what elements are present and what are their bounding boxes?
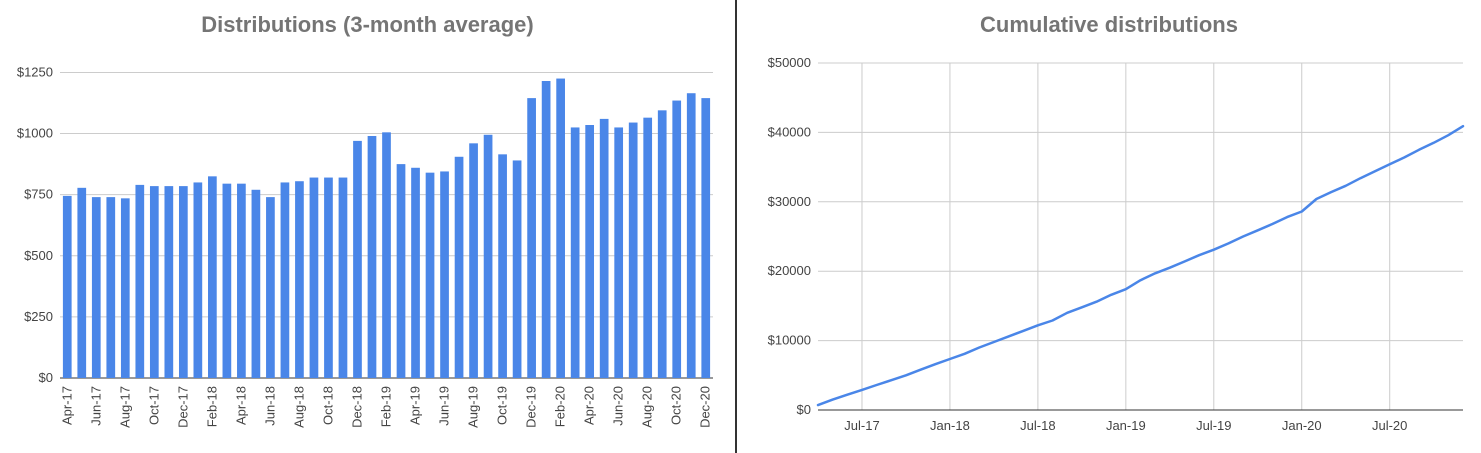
bar <box>120 198 130 378</box>
distributions-bar-chart: $0 $250 $500 $750 $1000 $1250 Apr-17 Jun-17 Aug-… <box>17 64 713 428</box>
distributions-bar-chart-panel: Distributions (3-month average) $0 $250 $5… <box>0 0 735 453</box>
y-tick-label: $0 <box>797 402 811 417</box>
bar <box>193 182 203 378</box>
bar <box>396 164 406 378</box>
bar <box>585 125 595 378</box>
x-tick-label: Jan-18 <box>930 418 970 433</box>
x-tick-label: Aug-20 <box>640 386 655 428</box>
y-tick-label: $1000 <box>17 126 53 141</box>
chart-title: Distributions (3-month average) <box>201 12 534 37</box>
bar <box>135 184 145 378</box>
cumulative-series-line <box>816 124 1465 407</box>
x-tick-label: Jun-20 <box>611 386 626 426</box>
panel-divider <box>735 0 737 453</box>
x-tick-label: Feb-18 <box>204 386 219 427</box>
bar <box>222 183 232 378</box>
y-tick-label: $750 <box>24 187 53 202</box>
x-tick-label: Dec-20 <box>698 386 713 428</box>
x-tick-label: Oct-19 <box>495 386 510 425</box>
x-tick-label: Feb-20 <box>553 386 568 427</box>
x-tick-label: Apr-17 <box>59 386 74 425</box>
x-tick-label: Dec-17 <box>175 386 190 428</box>
y-tick-label: $250 <box>24 309 53 324</box>
x-tick-label: Apr-18 <box>233 386 248 425</box>
bar <box>77 187 87 378</box>
bar <box>353 140 362 378</box>
y-tick-label: $1250 <box>17 64 53 79</box>
bar <box>614 127 624 378</box>
x-tick-label: Aug-19 <box>466 386 481 428</box>
bar <box>266 197 275 378</box>
x-tick-label: Jun-18 <box>262 386 277 426</box>
bar <box>541 81 551 378</box>
bar <box>512 160 522 378</box>
bar <box>701 98 711 378</box>
bar <box>324 177 333 378</box>
bar <box>570 127 580 378</box>
cumulative-line-chart: Jul-17 Jan-18 Jul-18 Jan-19 Jul-19 Jan-20 Jul-… <box>768 55 1465 433</box>
x-tick-label: Oct-17 <box>146 386 161 425</box>
cumulative-line-chart-panel: Cumulative distributions Jul-17 Jan-18 Jul… <box>737 0 1481 453</box>
bar <box>440 171 449 378</box>
bar <box>483 134 493 378</box>
y-tick-label: $40000 <box>768 124 811 139</box>
bar <box>178 186 188 378</box>
bar <box>469 143 478 378</box>
x-tick-label: Oct-20 <box>669 386 684 425</box>
x-tick-label: Dec-18 <box>349 386 364 428</box>
x-tick-label: Jan-19 <box>1106 418 1146 433</box>
bar <box>237 183 246 378</box>
bar <box>295 181 304 378</box>
x-tick-label: Jul-19 <box>1196 418 1231 433</box>
x-tick-label: Oct-18 <box>320 386 335 425</box>
x-tick-label: Jul-17 <box>844 418 879 433</box>
x-tick-label: Apr-19 <box>408 386 423 425</box>
bar <box>382 132 391 378</box>
bar <box>527 98 536 378</box>
bar <box>309 177 319 378</box>
x-tick-label: Aug-17 <box>117 386 132 428</box>
bar <box>454 156 464 378</box>
bar <box>280 182 290 378</box>
bar <box>367 136 377 378</box>
bar <box>338 177 348 378</box>
x-tick-label: Jul-20 <box>1372 418 1407 433</box>
bar <box>628 122 638 378</box>
bar <box>686 93 696 378</box>
x-tick-label: Jun-17 <box>88 386 103 426</box>
bar <box>599 118 609 378</box>
bar <box>62 195 72 378</box>
bar <box>251 189 261 378</box>
bar <box>643 117 653 379</box>
bar <box>498 154 507 378</box>
x-tick-label: Dec-19 <box>524 386 539 428</box>
bar <box>672 100 682 379</box>
bar <box>411 167 420 378</box>
x-tick-label: Jan-20 <box>1282 418 1322 433</box>
x-tick-label: Feb-19 <box>379 386 394 427</box>
y-tick-label: $20000 <box>768 263 811 278</box>
bar <box>208 176 217 378</box>
x-tick-label: Jun-19 <box>437 386 452 426</box>
bar <box>149 186 159 378</box>
bar <box>106 197 116 378</box>
x-tick-label: Aug-18 <box>291 386 306 428</box>
bar <box>164 186 174 378</box>
bar <box>556 78 565 379</box>
y-tick-label: $500 <box>24 248 53 263</box>
y-tick-label: $30000 <box>768 194 811 209</box>
y-tick-label: $10000 <box>768 333 811 348</box>
bar <box>425 172 435 378</box>
bar <box>91 197 101 378</box>
x-tick-label: Jul-18 <box>1020 418 1055 433</box>
chart-title: Cumulative distributions <box>980 12 1238 37</box>
y-tick-label: $0 <box>39 370 53 385</box>
y-tick-label: $50000 <box>768 55 811 70</box>
bar <box>657 110 667 378</box>
x-tick-label: Apr-20 <box>582 386 597 425</box>
